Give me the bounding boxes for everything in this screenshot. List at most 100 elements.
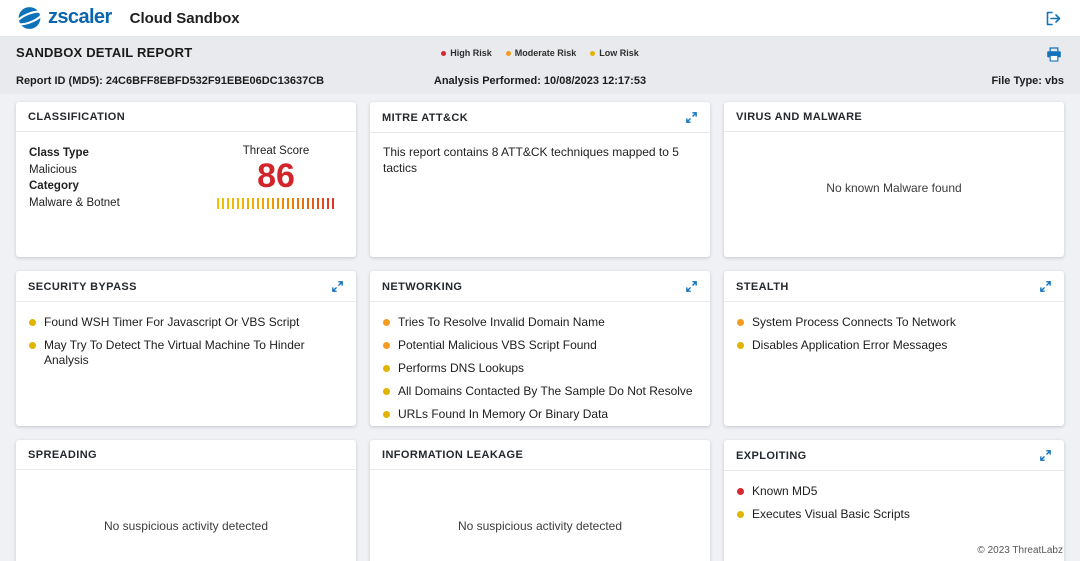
card-title: EXPLOITING <box>736 449 807 462</box>
spreading-empty-text: No suspicious activity detected <box>103 519 269 533</box>
risk-dot-icon <box>737 318 744 326</box>
report-header-right: File Type: vbs <box>715 45 1064 87</box>
card-classification-header: CLASSIFICATION <box>16 102 356 132</box>
expand-icon[interactable] <box>685 280 698 293</box>
low-risk-dot-icon <box>590 50 596 56</box>
finding-text: URLs Found In Memory Or Binary Data <box>398 407 609 421</box>
moderate-risk-dot-icon <box>505 50 511 56</box>
threat-score-block: Threat Score 86 <box>217 145 343 246</box>
virus-empty-text: No known Malware found <box>826 181 962 195</box>
card-security-bypass: SECURITY BYPASS Found WSH Timer For Java… <box>16 271 356 426</box>
class-type-label: Class Type <box>29 147 89 159</box>
card-spreading-body: No suspicious activity detected <box>16 470 356 561</box>
card-title: STEALTH <box>736 280 789 293</box>
report-header-left: SANDBOX DETAIL REPORT Report ID (MD5): 2… <box>16 45 365 87</box>
card-information-leakage-header: INFORMATION LEAKAGE <box>370 440 710 470</box>
card-spreading: SPREADING No suspicious activity detecte… <box>16 440 356 561</box>
card-title: NETWORKING <box>382 280 463 293</box>
threat-score-gauge <box>217 197 335 209</box>
finding-item: Tries To Resolve Invalid Domain Name <box>383 315 697 330</box>
finding-text: Known MD5 <box>752 484 818 498</box>
report-header-center: High Risk Moderate Risk Low Risk Analysi… <box>365 45 714 87</box>
expand-icon[interactable] <box>1039 280 1052 293</box>
findings-list: System Process Connects To Network Disab… <box>737 313 1051 353</box>
card-title: INFORMATION LEAKAGE <box>382 449 524 461</box>
legend-item-high: High Risk <box>441 48 492 58</box>
finding-text: May Try To Detect The Virtual Machine To… <box>44 338 305 367</box>
finding-item: All Domains Contacted By The Sample Do N… <box>383 384 697 399</box>
card-exploiting-header: EXPLOITING <box>724 440 1064 471</box>
information-leakage-empty-text: No suspicious activity detected <box>457 519 623 533</box>
card-stealth-header: STEALTH <box>724 271 1064 302</box>
mitre-summary: This report contains 8 ATT&CK techniques… <box>383 145 679 175</box>
high-risk-dot-icon <box>441 50 447 56</box>
finding-text: Potential Malicious VBS Script Found <box>398 338 597 352</box>
card-virus-header: VIRUS AND MALWARE <box>724 102 1064 132</box>
finding-item: Performs DNS Lookups <box>383 361 697 376</box>
expand-icon[interactable] <box>1039 449 1052 462</box>
risk-dot-icon <box>383 364 390 372</box>
file-type: File Type: vbs <box>991 75 1064 87</box>
threat-score-value: 86 <box>257 157 295 195</box>
zscaler-logo-icon <box>16 5 43 31</box>
finding-text: System Process Connects To Network <box>752 315 956 329</box>
finding-item: May Try To Detect The Virtual Machine To… <box>29 338 343 368</box>
page-title: Cloud Sandbox <box>129 9 240 27</box>
card-title: CLASSIFICATION <box>28 111 126 123</box>
card-information-leakage-body: No suspicious activity detected <box>370 470 710 561</box>
card-stealth-body: System Process Connects To Network Disab… <box>724 302 1064 426</box>
finding-text: Executes Visual Basic Scripts <box>752 507 910 521</box>
finding-text: Tries To Resolve Invalid Domain Name <box>398 315 605 329</box>
finding-text: Performs DNS Lookups <box>398 361 525 375</box>
copyright: © 2023 ThreatLabz <box>977 545 1063 556</box>
risk-dot-icon <box>383 318 390 326</box>
risk-dot-icon <box>737 510 744 518</box>
category-label: Category <box>29 180 79 192</box>
zscaler-logo[interactable]: zscaler <box>16 5 112 31</box>
card-information-leakage: INFORMATION LEAKAGE No suspicious activi… <box>370 440 710 561</box>
risk-dot-icon <box>737 487 744 495</box>
zscaler-wordmark: zscaler <box>48 6 112 28</box>
class-type-value: Malicious <box>29 163 77 176</box>
expand-icon[interactable] <box>331 280 344 293</box>
card-title: VIRUS AND MALWARE <box>736 111 863 123</box>
card-classification-body: Class Type Malicious Category Malware & … <box>16 132 356 257</box>
risk-dot-icon <box>29 318 36 326</box>
card-mitre-attack: MITRE ATT&CK This report contains 8 ATT&… <box>370 102 710 257</box>
finding-item: URLs Found In Memory Or Binary Data <box>383 407 697 422</box>
legend-label: Low Risk <box>599 48 639 58</box>
analysis-performed: Analysis Performed: 10/08/2023 12:17:53 <box>433 75 647 87</box>
findings-list: Found WSH Timer For Javascript Or VBS Sc… <box>29 313 343 368</box>
legend-label: High Risk <box>450 48 492 58</box>
legend-item-low: Low Risk <box>590 48 639 58</box>
risk-dot-icon <box>383 387 390 395</box>
card-virus-malware: VIRUS AND MALWARE No known Malware found <box>724 102 1064 257</box>
finding-text: Disables Application Error Messages <box>752 338 948 352</box>
risk-dot-icon <box>29 341 36 349</box>
finding-text: All Domains Contacted By The Sample Do N… <box>398 384 693 398</box>
legend-label: Moderate Risk <box>514 48 577 58</box>
card-exploiting-body: Known MD5 Executes Visual Basic Scripts <box>724 471 1064 561</box>
card-spreading-header: SPREADING <box>16 440 356 470</box>
finding-item: Known MD5 <box>737 484 1051 499</box>
threat-score-label: Threat Score <box>242 145 310 157</box>
card-title: SECURITY BYPASS <box>28 280 137 293</box>
top-bar: zscaler Cloud Sandbox <box>0 0 1080 37</box>
finding-item: Disables Application Error Messages <box>737 338 1051 353</box>
findings-list: Known MD5 Executes Visual Basic Scripts <box>737 482 1051 522</box>
findings-list: Tries To Resolve Invalid Domain Name Pot… <box>383 313 697 422</box>
expand-icon[interactable] <box>685 111 698 124</box>
finding-text: Found WSH Timer For Javascript Or VBS Sc… <box>44 315 300 329</box>
card-stealth: STEALTH System Process Connects To Netwo… <box>724 271 1064 426</box>
print-icon[interactable] <box>1044 45 1064 64</box>
card-classification: CLASSIFICATION Class Type Malicious Cate… <box>16 102 356 257</box>
card-security-bypass-header: SECURITY BYPASS <box>16 271 356 302</box>
card-networking-header: NETWORKING <box>370 271 710 302</box>
card-title: SPREADING <box>28 449 97 461</box>
report-header-bar: SANDBOX DETAIL REPORT Report ID (MD5): 2… <box>0 37 1080 94</box>
card-mitre-body: This report contains 8 ATT&CK techniques… <box>370 133 710 257</box>
risk-legend: High Risk Moderate Risk Low Risk <box>441 48 639 58</box>
sign-out-icon[interactable] <box>1043 8 1064 29</box>
legend-item-moderate: Moderate Risk <box>505 48 577 58</box>
category-value: Malware & Botnet <box>29 196 120 209</box>
